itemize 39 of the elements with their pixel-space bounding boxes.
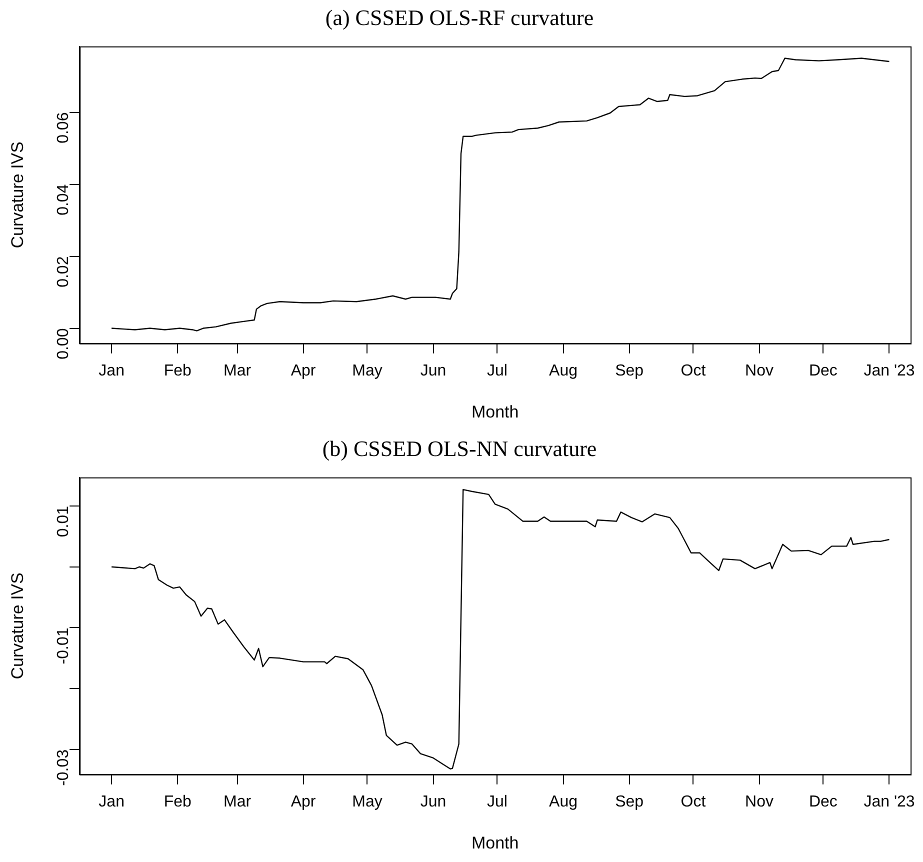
x-tick-label: Sep xyxy=(615,362,644,380)
x-tick-label: Jan xyxy=(98,793,124,810)
x-axis-title: Month xyxy=(471,402,519,422)
y-tick-label: 0.01 xyxy=(55,506,72,538)
x-tick-label: May xyxy=(352,362,382,380)
x-tick-label: May xyxy=(352,793,382,810)
x-tick-label: Feb xyxy=(164,362,192,380)
x-tick-label: Nov xyxy=(745,362,774,380)
y-tick-label: -0.01 xyxy=(55,628,72,664)
y-axis-title: Curvature IVS xyxy=(8,142,27,248)
x-tick-label: Jan '23 xyxy=(864,793,915,810)
chart-title: (a) CSSED OLS-RF curvature xyxy=(325,4,594,30)
x-tick-label: Mar xyxy=(223,362,252,380)
x-tick-label: Aug xyxy=(549,362,578,380)
x-tick-label: Dec xyxy=(808,793,838,810)
x-tick-label: Jul xyxy=(486,793,508,810)
chart-title: (b) CSSED OLS-NN curvature xyxy=(322,436,597,461)
x-tick-label: Mar xyxy=(223,793,252,810)
x-tick-label: Oct xyxy=(680,362,706,380)
x-axis-title: Month xyxy=(471,833,519,852)
x-tick-label: Jun xyxy=(420,362,446,380)
x-tick-label: Feb xyxy=(164,793,192,810)
y-tick-label: 0.02 xyxy=(55,256,72,288)
x-tick-label: Jul xyxy=(486,362,508,380)
x-tick-label: Jan xyxy=(98,362,124,380)
x-tick-label: Dec xyxy=(808,362,838,380)
y-axis-title: Curvature IVS xyxy=(8,572,27,680)
x-tick-label: Apr xyxy=(290,793,316,810)
y-tick-label: 0.00 xyxy=(55,328,72,360)
x-tick-label: Apr xyxy=(290,362,316,380)
y-tick-label: -0.03 xyxy=(55,749,72,786)
y-tick-label: 0.06 xyxy=(55,112,72,144)
x-tick-label: Sep xyxy=(615,793,644,810)
y-tick-label: 0.04 xyxy=(55,184,72,216)
x-tick-label: Jun xyxy=(420,793,446,810)
x-tick-label: Jan '23 xyxy=(864,362,915,380)
x-tick-label: Oct xyxy=(680,793,706,810)
x-tick-label: Aug xyxy=(549,793,578,810)
x-tick-label: Nov xyxy=(745,793,774,810)
